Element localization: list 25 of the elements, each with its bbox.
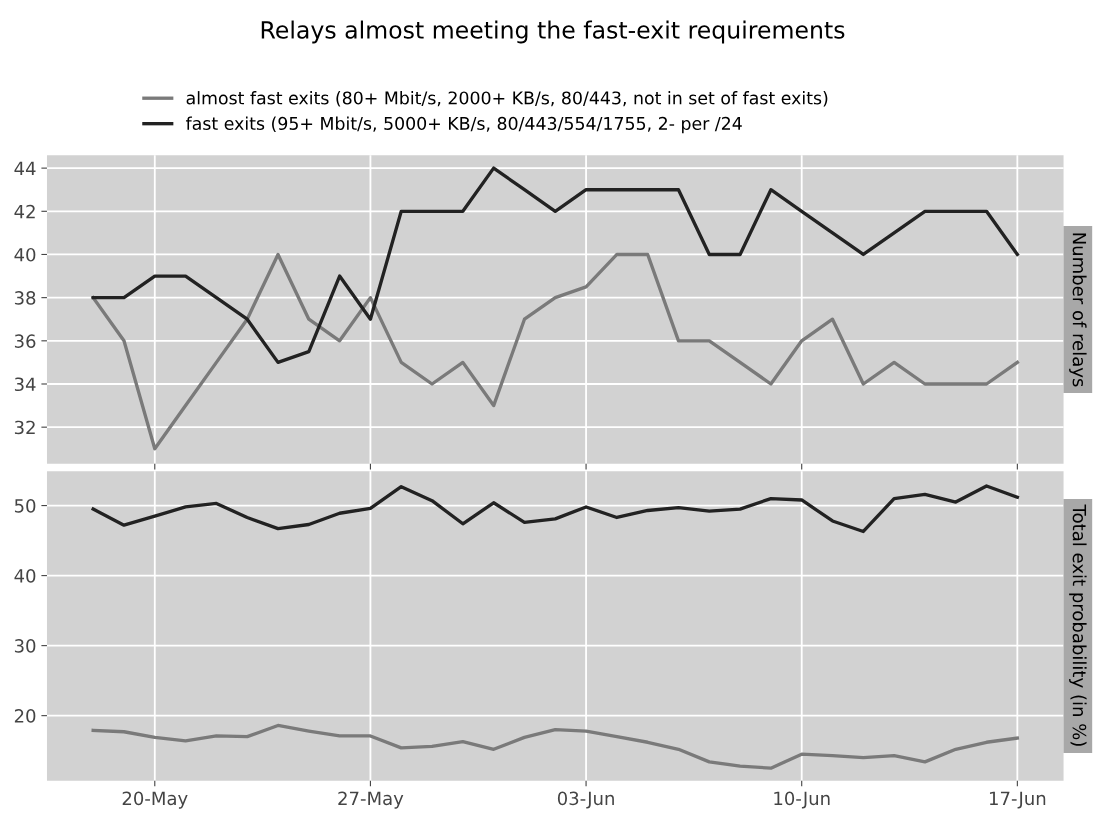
- y-tick-label: 44: [14, 161, 36, 175]
- y-tick-label: 40: [14, 247, 36, 262]
- y-tick-label: 34: [14, 377, 36, 392]
- x-tick-label: 27-May: [338, 791, 404, 809]
- chart-title: Relays almost meeting the fast-exit requirements: [261, 20, 845, 44]
- x-tick-label: 17-Jun: [989, 791, 1046, 809]
- y-tick-label: 38: [14, 291, 36, 305]
- y-axis-title: Number of relays: [1069, 233, 1087, 387]
- y-tick-label: 50: [14, 499, 36, 513]
- legend-label: almost fast exits (80+ Mbit/s, 2000+ KB/s, 80/443, not in set of fast exits): [186, 91, 828, 107]
- line-series: [91, 166, 1020, 365]
- y-tick-label: 30: [14, 639, 36, 653]
- x-tick-label: 20-May: [122, 791, 188, 809]
- y-tick-label: 20: [14, 709, 36, 723]
- y-tick-label: 36: [14, 334, 36, 348]
- line-series: [91, 484, 1020, 534]
- y-tick-label: 42: [14, 204, 35, 219]
- x-tick-label: 03-Jun: [557, 791, 614, 809]
- line-series: [91, 723, 1020, 770]
- line-series: [91, 252, 1020, 451]
- y-tick-label: 32: [14, 420, 35, 435]
- x-tick-label: 10-Jun: [774, 791, 830, 809]
- y-axis-title: Total exit probability (in %): [1069, 504, 1087, 746]
- legend-label: fast exits (95+ Mbit/s, 5000+ KB/s, 80/443/554/1755, 2- per /24: [185, 116, 742, 134]
- y-tick-label: 40: [14, 569, 36, 583]
